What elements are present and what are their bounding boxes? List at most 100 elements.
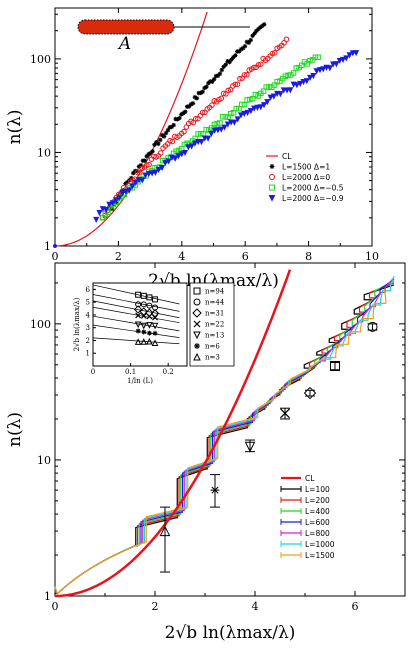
inset-x-label: 1/ln (L) xyxy=(127,377,153,385)
data-point xyxy=(316,67,324,74)
data-point xyxy=(310,73,317,80)
inset-legend-label: n=22 xyxy=(205,321,224,329)
data-point xyxy=(103,206,110,214)
inset-fit-line xyxy=(92,300,180,319)
data-point xyxy=(254,28,259,34)
inset-y-tick-label: 6 xyxy=(86,286,91,294)
data-point xyxy=(139,177,146,184)
inset-data-point xyxy=(140,301,147,308)
data-point xyxy=(248,37,253,43)
data-point xyxy=(252,31,257,36)
legend-label-top: L=2000 Δ=0 xyxy=(282,173,330,182)
inset-legend-marker xyxy=(193,298,201,306)
data-point xyxy=(181,128,187,135)
inset-data-point xyxy=(139,307,148,316)
data-point xyxy=(211,127,218,134)
inset-data-point xyxy=(140,322,148,330)
legend-label-bottom: L=1500 xyxy=(305,551,335,560)
legend-label-bottom: L=200 xyxy=(305,496,330,505)
inset-data-point xyxy=(135,301,142,308)
data-point xyxy=(237,112,245,119)
data-point xyxy=(320,66,327,73)
data-point xyxy=(260,102,268,109)
x-tick-label-top: 0 xyxy=(52,250,59,263)
x-axis-label-bottom: 2√b ln(λmax/λ) xyxy=(165,623,296,643)
extrapolated-point xyxy=(244,441,256,453)
data-point xyxy=(225,87,231,94)
inset-legend-label: n=6 xyxy=(205,343,220,351)
data-point xyxy=(221,64,227,69)
data-point xyxy=(214,127,222,134)
data-point xyxy=(179,112,184,117)
legend-swatch-top xyxy=(268,195,276,202)
data-point xyxy=(137,169,143,176)
data-point xyxy=(326,65,333,72)
series-0-top xyxy=(109,22,267,212)
data-point xyxy=(231,119,238,126)
data-point xyxy=(237,75,243,82)
data-point xyxy=(220,90,227,97)
data-point xyxy=(171,122,176,128)
data-point xyxy=(145,170,152,177)
x-tick-label-top: 10 xyxy=(365,250,379,263)
data-point xyxy=(270,93,277,100)
legend-label-top: L=2000 Δ=−0.9 xyxy=(282,194,344,203)
inset-data-point xyxy=(146,313,153,320)
data-point xyxy=(215,73,221,78)
data-point xyxy=(242,44,248,49)
data-point xyxy=(93,216,100,223)
data-point xyxy=(247,107,254,115)
legend-label-bottom: L=1000 xyxy=(305,540,335,549)
data-point xyxy=(246,40,252,45)
data-point xyxy=(146,161,152,168)
origin-point-top xyxy=(53,244,57,248)
legend-label-bottom: L=800 xyxy=(305,529,330,538)
data-point xyxy=(315,54,321,60)
data-point xyxy=(148,150,153,156)
legend-label-bottom: L=600 xyxy=(305,518,330,527)
data-point xyxy=(125,179,130,185)
data-point xyxy=(224,121,231,128)
inset-fit-line xyxy=(92,306,180,324)
inset-y-tick-label: 5 xyxy=(86,299,90,307)
data-point xyxy=(209,79,215,84)
data-point xyxy=(277,91,284,98)
y-axis-label-bottom: n(λ) xyxy=(5,412,25,447)
data-point xyxy=(165,127,171,133)
inset-data-point xyxy=(152,314,158,321)
inset-y-tick-label: 3 xyxy=(86,324,90,332)
data-point xyxy=(217,71,223,77)
data-point xyxy=(258,61,264,67)
data-point xyxy=(346,52,353,59)
data-point xyxy=(169,138,176,145)
data-point xyxy=(227,86,234,93)
data-point xyxy=(190,101,196,106)
extrapolated-point xyxy=(280,408,290,419)
data-point xyxy=(169,124,175,130)
inset-legend-marker xyxy=(194,343,200,349)
plot-frame-bottom xyxy=(54,262,406,597)
inset-data-point xyxy=(140,292,147,299)
data-point xyxy=(198,138,205,146)
data-point xyxy=(264,99,271,106)
inset-data-point xyxy=(146,302,153,309)
data-point xyxy=(269,50,276,57)
data-point xyxy=(138,163,144,168)
data-point xyxy=(330,61,337,68)
data-point xyxy=(219,67,225,73)
inset-data-point xyxy=(135,291,142,298)
data-point xyxy=(343,55,350,62)
data-point xyxy=(190,119,197,126)
extrapolated-point xyxy=(367,321,378,332)
legend-label-bottom: L=100 xyxy=(305,485,330,494)
data-point xyxy=(200,89,205,95)
data-point xyxy=(192,94,198,100)
data-point xyxy=(175,117,180,122)
data-point xyxy=(194,96,200,101)
data-point xyxy=(204,84,209,90)
data-point xyxy=(183,109,188,115)
inset-fit-line xyxy=(92,284,180,305)
data-point xyxy=(202,85,207,91)
inset-data-point xyxy=(134,338,142,345)
data-point xyxy=(158,165,166,172)
